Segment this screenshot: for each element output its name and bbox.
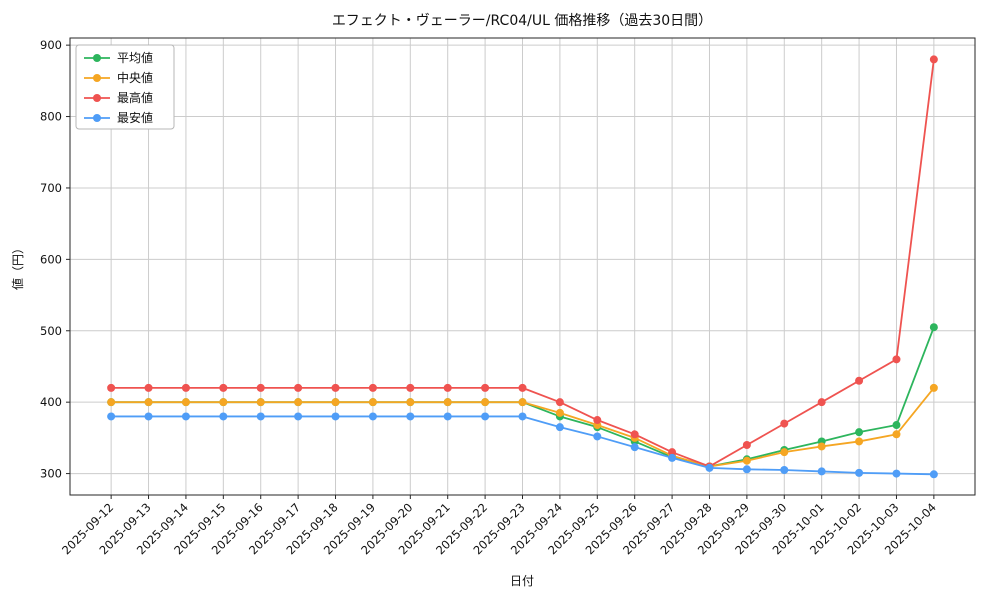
data-point-highest xyxy=(780,419,789,428)
data-point-highest xyxy=(817,398,826,407)
legend-label-median: 中央値 xyxy=(117,70,153,85)
data-point-highest xyxy=(107,383,116,392)
data-point-median xyxy=(331,398,340,407)
data-point-average xyxy=(892,421,901,430)
data-point-lowest xyxy=(555,423,564,432)
data-point-median xyxy=(443,398,452,407)
data-point-lowest xyxy=(294,412,303,421)
data-point-median xyxy=(855,437,864,446)
grid-lines xyxy=(70,38,975,495)
data-point-highest xyxy=(555,398,564,407)
y-tick-label: 900 xyxy=(40,38,62,52)
data-point-highest xyxy=(855,376,864,385)
legend-label-highest: 最高値 xyxy=(117,90,153,105)
data-point-lowest xyxy=(742,465,751,474)
data-point-highest xyxy=(518,383,527,392)
data-point-lowest xyxy=(331,412,340,421)
data-point-highest xyxy=(256,383,265,392)
legend-marker-median xyxy=(93,74,101,82)
data-point-lowest xyxy=(668,453,677,462)
y-tick-label: 800 xyxy=(40,110,62,124)
legend-label-lowest: 最安値 xyxy=(117,110,153,125)
legend-label-average: 平均値 xyxy=(117,50,153,65)
data-point-lowest xyxy=(817,467,826,476)
data-point-median xyxy=(742,456,751,465)
data-point-highest xyxy=(144,383,153,392)
data-point-lowest xyxy=(181,412,190,421)
y-axis-label: 値（円） xyxy=(10,242,25,290)
data-point-median xyxy=(294,398,303,407)
data-point-median xyxy=(929,383,938,392)
data-point-highest xyxy=(219,383,228,392)
data-point-median xyxy=(181,398,190,407)
data-point-lowest xyxy=(219,412,228,421)
data-point-lowest xyxy=(593,432,602,441)
data-point-highest xyxy=(294,383,303,392)
data-point-lowest xyxy=(929,470,938,479)
y-tick-label: 700 xyxy=(40,181,62,195)
data-point-median xyxy=(219,398,228,407)
data-point-lowest xyxy=(144,412,153,421)
data-point-highest xyxy=(742,441,751,450)
data-point-highest xyxy=(929,55,938,64)
data-point-lowest xyxy=(443,412,452,421)
data-point-median xyxy=(144,398,153,407)
data-point-highest xyxy=(668,448,677,457)
data-point-highest xyxy=(481,383,490,392)
data-point-lowest xyxy=(256,412,265,421)
data-point-lowest xyxy=(518,412,527,421)
data-point-median xyxy=(107,398,116,407)
data-point-median xyxy=(780,448,789,457)
data-point-median xyxy=(256,398,265,407)
legend-marker-average xyxy=(93,54,101,62)
data-point-highest xyxy=(892,355,901,364)
x-axis-label: 日付 xyxy=(510,574,534,588)
legend-box xyxy=(75,44,175,130)
data-point-highest xyxy=(368,383,377,392)
data-point-highest xyxy=(593,416,602,425)
legend-marker-highest xyxy=(93,94,101,102)
y-tick-label: 400 xyxy=(40,395,62,409)
data-point-lowest xyxy=(892,469,901,478)
y-tick-label: 600 xyxy=(40,252,62,266)
data-point-lowest xyxy=(855,468,864,477)
data-point-median xyxy=(817,442,826,451)
data-series xyxy=(107,55,938,479)
data-point-average xyxy=(855,428,864,437)
data-point-highest xyxy=(181,383,190,392)
axes: 3004005006007008009002025-09-122025-09-1… xyxy=(40,37,976,557)
data-point-lowest xyxy=(780,466,789,475)
data-point-lowest xyxy=(368,412,377,421)
y-tick-label: 500 xyxy=(40,324,62,338)
data-point-highest xyxy=(443,383,452,392)
data-point-highest xyxy=(331,383,340,392)
data-point-lowest xyxy=(481,412,490,421)
data-point-median xyxy=(368,398,377,407)
data-point-lowest xyxy=(107,412,116,421)
data-point-highest xyxy=(630,430,639,439)
legend-marker-lowest xyxy=(93,114,101,122)
data-point-median xyxy=(518,398,527,407)
data-point-median xyxy=(481,398,490,407)
data-point-average xyxy=(929,323,938,332)
data-point-highest xyxy=(406,383,415,392)
data-point-median xyxy=(555,408,564,417)
data-point-median xyxy=(406,398,415,407)
y-tick-label: 300 xyxy=(40,467,62,481)
data-point-lowest xyxy=(630,443,639,452)
data-point-median xyxy=(892,430,901,439)
data-point-lowest xyxy=(705,463,714,472)
chart-title: エフェクト・ヴェーラー/RC04/UL 価格推移（過去30日間） xyxy=(332,12,712,29)
data-point-lowest xyxy=(406,412,415,421)
